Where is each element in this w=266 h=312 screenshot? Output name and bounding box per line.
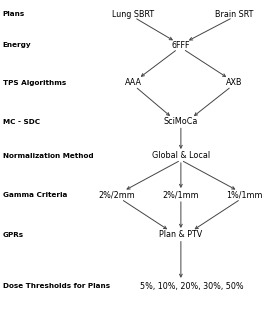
Text: 5%, 10%, 20%, 30%, 50%: 5%, 10%, 20%, 30%, 50% <box>140 282 243 291</box>
Text: GPRs: GPRs <box>3 232 24 238</box>
Text: Lung SBRT: Lung SBRT <box>112 10 154 18</box>
Text: MC - SDC: MC - SDC <box>3 119 40 125</box>
Text: Dose Thresholds for Plans: Dose Thresholds for Plans <box>3 283 110 290</box>
Text: Plans: Plans <box>3 11 25 17</box>
Text: Energy: Energy <box>3 42 31 48</box>
Text: SciMoCa: SciMoCa <box>164 117 198 126</box>
Text: AAA: AAA <box>124 78 142 87</box>
Text: Gamma Criteria: Gamma Criteria <box>3 192 67 198</box>
Text: Global & Local: Global & Local <box>152 152 210 160</box>
Text: AXB: AXB <box>226 78 242 87</box>
Text: Normalization Method: Normalization Method <box>3 153 93 159</box>
Text: 1%/1mm: 1%/1mm <box>226 191 263 199</box>
Text: 6FFF: 6FFF <box>172 41 190 50</box>
Text: Plan & PTV: Plan & PTV <box>159 230 202 239</box>
Text: TPS Algorithms: TPS Algorithms <box>3 80 66 86</box>
Text: Brain SRT: Brain SRT <box>215 10 253 18</box>
Text: 2%/2mm: 2%/2mm <box>99 191 135 199</box>
Text: 2%/1mm: 2%/1mm <box>163 191 199 199</box>
